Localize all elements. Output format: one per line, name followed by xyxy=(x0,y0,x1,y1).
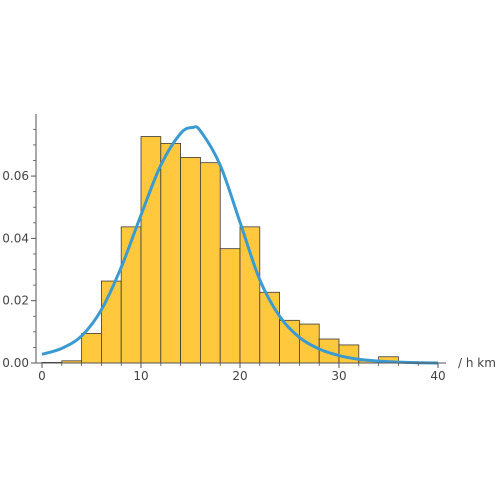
density-curve-layer xyxy=(41,125,439,365)
histogram-bar-2 xyxy=(81,333,102,364)
y-tick-label-1: 0.02 xyxy=(2,294,29,308)
histogram-bar-6 xyxy=(160,142,182,364)
bars-layer xyxy=(41,136,419,364)
y-tick-label-2: 0.04 xyxy=(2,231,29,245)
x-axis-title: / h km xyxy=(458,356,496,370)
histogram-bar-9 xyxy=(219,248,241,364)
x-tick-label-2: 20 xyxy=(232,369,247,383)
x-tick-label-0: 0 xyxy=(38,369,46,383)
histogram-bar-7 xyxy=(180,156,201,364)
y-tick-label-3: 0.06 xyxy=(2,169,29,183)
y-tick-label-0: 0.00 xyxy=(2,356,29,370)
ticks-layer: 0 10 20 30 40 0.00 0.02 0.04 0.06 xyxy=(2,128,446,383)
histogram-bar-10 xyxy=(239,226,261,364)
x-tick-label-3: 30 xyxy=(331,369,346,383)
x-tick-label-4: 40 xyxy=(430,369,445,383)
histogram-bar-4 xyxy=(120,226,142,364)
density-curve xyxy=(41,125,439,365)
histogram-bar-8 xyxy=(199,162,221,364)
x-tick-label-1: 10 xyxy=(133,369,148,383)
